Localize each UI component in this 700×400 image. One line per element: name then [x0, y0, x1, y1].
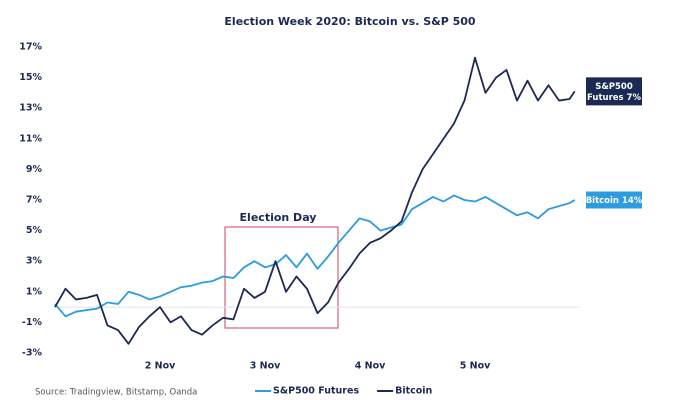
- y-tick-label: 9%: [26, 164, 43, 175]
- annotation: Election Day: [240, 211, 317, 224]
- legend-label: Bitcoin: [395, 386, 432, 397]
- line: [54, 194, 576, 318]
- x-tick-label: 3 Nov: [250, 361, 281, 372]
- line: [54, 56, 576, 345]
- source: Source: Tradingview, Bitstamp, Oanda: [35, 388, 197, 398]
- y-tick-label: 3%: [26, 256, 43, 267]
- y-tick-label: 15%: [19, 72, 42, 83]
- y-tick-label: 11%: [19, 133, 42, 144]
- x-tick-label: 4 Nov: [355, 361, 386, 372]
- y-tick-label: -1%: [22, 317, 43, 328]
- x-tick-label: 5 Nov: [460, 361, 491, 372]
- chart-title: Election Week 2020: Bitcoin vs. S&P 500: [224, 15, 476, 28]
- y-tick-label: 13%: [19, 103, 42, 114]
- end-label-box: [586, 191, 642, 209]
- end-label-box: [586, 77, 642, 106]
- end-label: Futures 7%: [587, 93, 641, 103]
- y-tick-label: 1%: [26, 286, 43, 297]
- end-label: Bitcoin 14%: [586, 196, 643, 206]
- legend-label: S&P500 Futures: [273, 386, 359, 397]
- y-tick-label: 7%: [26, 195, 43, 206]
- y-tick-label: 17%: [19, 42, 42, 53]
- y-tick-label: 5%: [26, 225, 43, 236]
- y-tick-label: -3%: [22, 348, 43, 359]
- end-label: S&P500: [595, 82, 633, 92]
- x-tick-label: 2 Nov: [145, 361, 176, 372]
